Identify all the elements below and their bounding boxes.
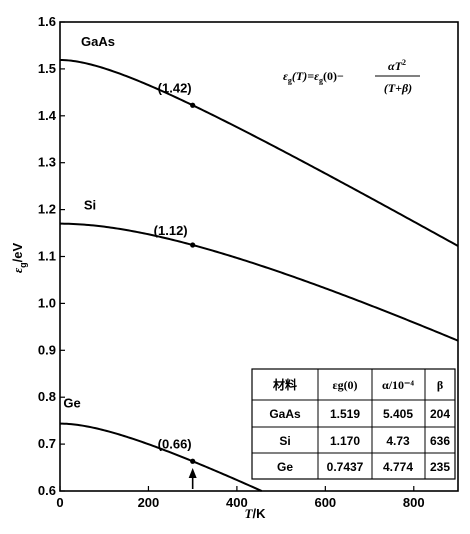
x-tick-label: 0 (56, 495, 63, 510)
table-header-beta: β (437, 378, 443, 392)
y-tick-label: 1.4 (38, 108, 57, 123)
data-point-gaas (190, 102, 196, 108)
series-line-gaas (59, 58, 459, 247)
y-tick-label: 0.6 (38, 483, 56, 498)
table-cell: Si (279, 434, 290, 448)
table-cell: 4.73 (386, 434, 410, 448)
table-cell: 5.405 (383, 407, 413, 421)
y-axis-label: εg/eV (10, 242, 28, 273)
parameter-table: 材料 εg(0) α/10⁻⁴ β GaAs 1.519 5.405 204 S… (251, 368, 456, 480)
y-tick-label: 0.8 (38, 389, 56, 404)
svg-text:(T+β): (T+β) (384, 81, 412, 95)
series-labels: GaAs (1.42) Si (1.12) Ge (0.66) (63, 34, 191, 451)
series-line-ge (59, 422, 263, 492)
x-tick-label: 400 (226, 495, 248, 510)
table-cell: Ge (277, 460, 293, 474)
x-tick-label: 600 (314, 495, 336, 510)
svg-text:αT2: αT2 (388, 58, 406, 73)
equation: εg(T)=εg(0)− αT2 (T+β) (283, 58, 420, 95)
y-tick-label: 1.3 (38, 155, 56, 170)
table-header-eg0: εg(0) (332, 378, 357, 392)
y-tick-label: 1.6 (38, 14, 56, 29)
y-tick-label: 1.5 (38, 61, 56, 76)
y-tick-label: 0.9 (38, 342, 56, 357)
y-tick-label: 0.7 (38, 436, 56, 451)
table-cell: 235 (430, 460, 450, 474)
y-tick-label: 1.0 (38, 295, 56, 310)
x-tick-label: 200 (138, 495, 160, 510)
table-header-material: 材料 (272, 377, 297, 392)
axis-ticks: 0 200 400 600 800 0.6 0.7 0.8 0.9 1.0 1.1 1.2 1.3 1.4… (38, 14, 425, 510)
table-cell: GaAs (269, 407, 301, 421)
series-curves (59, 58, 459, 492)
series-line-si (59, 222, 459, 342)
x-axis-label: T/K (245, 506, 267, 521)
table-cell: 1.170 (330, 434, 360, 448)
arrow-head (188, 468, 197, 478)
series-name: Si (84, 198, 96, 213)
table-header-alpha: α/10⁻⁴ (382, 378, 414, 392)
data-label: (1.42) (158, 80, 192, 95)
y-tick-label: 1.2 (38, 202, 56, 217)
table-cell: 0.7437 (327, 460, 364, 474)
data-label: (1.12) (154, 223, 188, 238)
series-name: Ge (63, 396, 80, 411)
table-cell: 636 (430, 434, 450, 448)
data-point-si (190, 242, 196, 248)
series-name: GaAs (81, 34, 115, 49)
data-point-ge (190, 458, 196, 464)
data-label: (0.66) (158, 436, 192, 451)
table-cell: 204 (430, 407, 450, 421)
y-tick-label: 1.1 (38, 249, 56, 264)
table-cell: 4.774 (383, 460, 413, 474)
table-cell: 1.519 (330, 407, 360, 421)
arrow-marker (188, 468, 197, 489)
x-tick-label: 800 (403, 495, 425, 510)
svg-text:εg(T)=εg(0)−: εg(T)=εg(0)− (283, 69, 344, 85)
